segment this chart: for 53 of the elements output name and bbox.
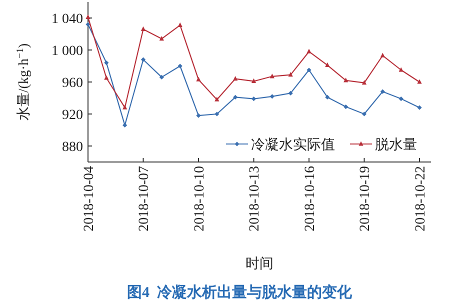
x-tick-label: 2018-10-19 bbox=[358, 166, 374, 232]
point bbox=[380, 52, 385, 58]
point bbox=[344, 104, 348, 110]
point bbox=[86, 14, 90, 19]
point bbox=[233, 94, 238, 100]
y-tick-label: 1 040 bbox=[52, 12, 83, 27]
point bbox=[344, 78, 348, 82]
x-tick-label: 2018-10-04 bbox=[82, 166, 97, 232]
x-axis-title: 时间 bbox=[246, 256, 274, 272]
x-tick-label: 2018-10-13 bbox=[248, 166, 263, 232]
point bbox=[178, 22, 182, 27]
point bbox=[417, 79, 422, 84]
point bbox=[140, 26, 146, 31]
y-tick-label: 880 bbox=[62, 140, 83, 155]
point bbox=[104, 75, 109, 80]
point bbox=[178, 64, 182, 68]
point bbox=[362, 80, 367, 85]
point bbox=[325, 62, 330, 67]
point bbox=[380, 89, 385, 94]
point bbox=[233, 76, 238, 81]
text: 图4 冷凝水析出量与脱水量的变化 bbox=[127, 283, 353, 301]
point bbox=[288, 72, 293, 77]
point bbox=[325, 94, 330, 100]
point bbox=[270, 94, 274, 99]
point bbox=[104, 60, 109, 66]
point bbox=[159, 36, 164, 41]
point bbox=[86, 22, 90, 27]
x-tick-label: 2018-10-07 bbox=[137, 166, 152, 232]
y-tick-label: 1 000 bbox=[52, 44, 83, 59]
point bbox=[398, 96, 404, 102]
point bbox=[196, 76, 201, 82]
x-tick-label: 2018-10-22 bbox=[413, 166, 428, 232]
x-tick-label: 2018-10-16 bbox=[302, 166, 318, 232]
point bbox=[122, 104, 128, 110]
y-tick-label: 960 bbox=[62, 76, 83, 91]
point bbox=[398, 67, 404, 72]
y-tick-label: 920 bbox=[62, 108, 83, 123]
point bbox=[159, 74, 164, 80]
point bbox=[362, 112, 367, 116]
point bbox=[417, 105, 422, 110]
point bbox=[214, 96, 220, 102]
point bbox=[288, 90, 293, 96]
point bbox=[306, 48, 312, 54]
point bbox=[251, 96, 256, 102]
x-tick-label: 2018-10-10 bbox=[192, 166, 208, 232]
point bbox=[306, 68, 312, 72]
point bbox=[122, 122, 128, 128]
point bbox=[251, 78, 256, 83]
legend-label: 冷凝水实际值 bbox=[251, 137, 335, 153]
legend-label: 脱水量 bbox=[375, 137, 417, 153]
point bbox=[196, 113, 201, 118]
point bbox=[214, 112, 220, 116]
point bbox=[140, 57, 146, 62]
